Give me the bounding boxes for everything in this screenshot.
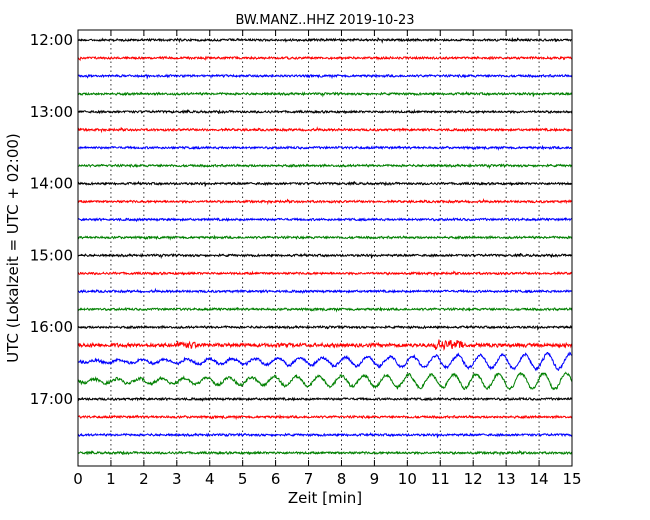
x-tick-label: 10 bbox=[398, 470, 417, 488]
trace-line bbox=[77, 217, 573, 223]
trace-line bbox=[77, 163, 573, 170]
trace-line bbox=[77, 90, 573, 98]
trace-line bbox=[77, 306, 573, 313]
x-tick-label: 1 bbox=[106, 470, 116, 488]
x-tick-label: 0 bbox=[73, 470, 83, 488]
y-axis-label: UTC (Lokalzeit = UTC + 02:00) bbox=[4, 133, 22, 363]
trace-line bbox=[77, 431, 573, 439]
trace-line bbox=[77, 371, 573, 391]
x-tick-label: 13 bbox=[497, 470, 516, 488]
x-tick-label: 7 bbox=[304, 470, 314, 488]
trace-line bbox=[77, 252, 573, 260]
trace-line bbox=[77, 324, 573, 331]
x-tick-label: 12 bbox=[464, 470, 483, 488]
x-tick-label: 2 bbox=[139, 470, 149, 488]
y-tick-label: 13:00 bbox=[30, 103, 73, 121]
y-tick-label: 14:00 bbox=[30, 175, 73, 193]
trace-layer bbox=[77, 37, 573, 457]
trace-line bbox=[77, 287, 573, 295]
x-tick-label: 8 bbox=[337, 470, 347, 488]
trace-line bbox=[77, 37, 573, 44]
trace-line bbox=[77, 55, 573, 62]
trace-line bbox=[77, 270, 572, 277]
x-axis-label: Zeit [min] bbox=[288, 489, 362, 507]
x-tick-label: 6 bbox=[271, 470, 281, 488]
y-tick-label: 15:00 bbox=[30, 246, 73, 264]
chart-title: BW.MANZ..HHZ 2019-10-23 bbox=[235, 13, 414, 28]
y-axis: 12:00 13:00 14:00 15:00 16:00 17:00 bbox=[30, 31, 572, 408]
x-tick-label: 9 bbox=[370, 470, 380, 488]
trace-line bbox=[77, 73, 573, 80]
trace-line bbox=[77, 414, 572, 421]
grid-lines bbox=[110, 30, 540, 466]
trace-line bbox=[77, 144, 573, 151]
trace-line bbox=[77, 351, 573, 372]
x-tick-label: 5 bbox=[238, 470, 248, 488]
plot-frame bbox=[77, 29, 573, 467]
trace-line bbox=[77, 126, 573, 134]
x-tick-label: 3 bbox=[172, 470, 182, 488]
y-tick-label: 16:00 bbox=[30, 318, 73, 336]
x-tick-label: 14 bbox=[530, 470, 549, 488]
trace-line bbox=[77, 396, 573, 402]
trace-line bbox=[77, 180, 572, 188]
x-tick-label: 15 bbox=[562, 470, 581, 488]
y-tick-label: 12:00 bbox=[30, 31, 73, 49]
y-tick-label: 17:00 bbox=[30, 390, 73, 408]
trace-line bbox=[77, 234, 573, 241]
trace-line bbox=[77, 108, 573, 115]
trace-line bbox=[77, 339, 573, 351]
x-tick-label: 11 bbox=[431, 470, 450, 488]
x-tick-label: 4 bbox=[205, 470, 215, 488]
trace-line bbox=[77, 449, 573, 457]
trace-line bbox=[77, 197, 573, 206]
x-axis: 0 1 2 3 4 5 6 7 8 9 10 11 12 13 14 15 bbox=[73, 30, 582, 488]
